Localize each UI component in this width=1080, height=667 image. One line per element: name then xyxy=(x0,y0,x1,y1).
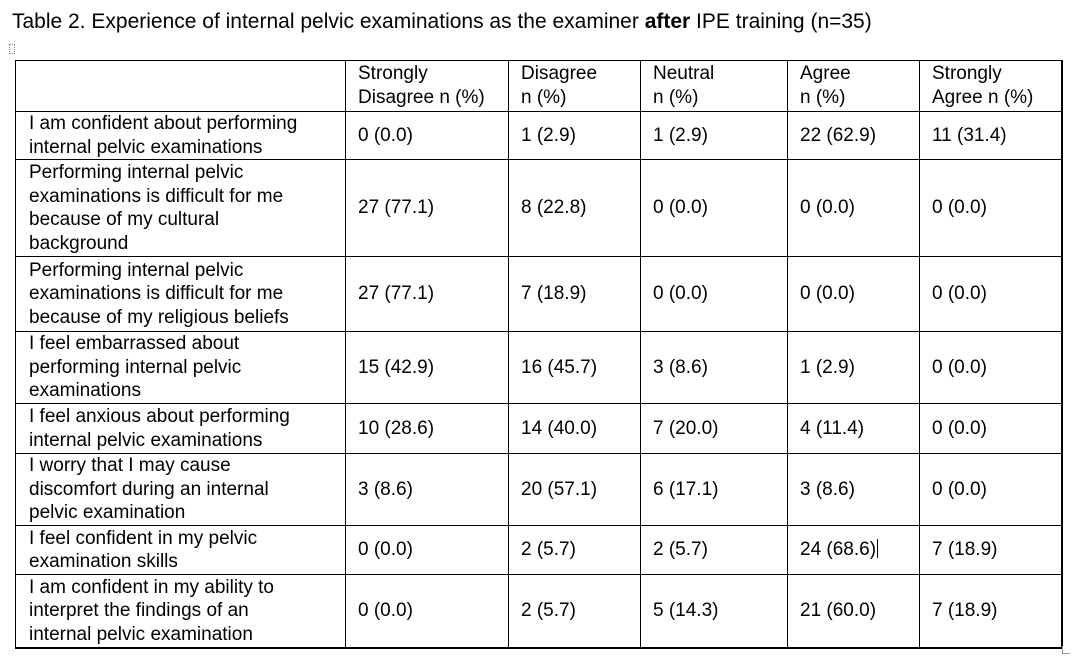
statement-cell[interactable]: I worry that I may cause discomfort durin… xyxy=(15,453,346,526)
table-row: I feel embarrassed about performing inter… xyxy=(15,331,1063,404)
value-cell[interactable]: 0 (0.0) xyxy=(919,256,1063,332)
value-cell[interactable]: 0 (0.0) xyxy=(640,256,788,332)
value-cell[interactable]: 0 (0.0) xyxy=(345,525,509,575)
statement-cell[interactable]: Performing internal pelvic examinations i… xyxy=(15,256,346,332)
value-cell[interactable]: 2 (5.7) xyxy=(508,574,641,649)
table-row: I am confident about performing internal … xyxy=(15,111,1063,160)
value-cell-with-text-cursor[interactable]: 24 (68.6) xyxy=(787,525,920,575)
table-row: I feel anxious about performing internal … xyxy=(15,403,1063,454)
statement-cell[interactable]: I feel anxious about performing internal … xyxy=(15,403,346,454)
value-cell[interactable]: 2 (5.7) xyxy=(640,525,788,575)
table-row: I feel confident in my pelvic examination… xyxy=(15,525,1063,575)
header-strongly-agree[interactable]: Strongly Agree n (%) xyxy=(919,60,1063,112)
header-corner-cell[interactable] xyxy=(15,60,346,112)
value-cell[interactable]: 7 (18.9) xyxy=(508,256,641,332)
value-cell[interactable]: 7 (18.9) xyxy=(919,525,1063,575)
value-cell[interactable]: 16 (45.7) xyxy=(508,331,641,404)
caption-emphasis: after xyxy=(644,10,691,33)
header-row: Strongly Disagree n (%) Disagree n (%) Neu… xyxy=(15,60,1063,112)
value-cell[interactable]: 2 (5.7) xyxy=(508,525,641,575)
value-cell[interactable]: 0 (0.0) xyxy=(919,159,1063,257)
value-cell[interactable]: 0 (0.0) xyxy=(787,159,920,257)
statement-cell[interactable]: I feel confident in my pelvic examination… xyxy=(15,525,346,575)
text-cursor-icon xyxy=(877,539,879,559)
value-cell[interactable]: 8 (22.8) xyxy=(508,159,641,257)
caption-suffix: IPE training (n=35) xyxy=(690,10,872,33)
value-cell[interactable]: 0 (0.0) xyxy=(919,453,1063,526)
value-cell[interactable]: 27 (77.1) xyxy=(345,159,509,257)
value-cell[interactable]: 0 (0.0) xyxy=(345,574,509,649)
caption-prefix: Table 2. Experience of internal pelvic e… xyxy=(12,10,645,33)
header-disagree[interactable]: Disagree n (%) xyxy=(508,60,641,112)
value-cell[interactable]: 0 (0.0) xyxy=(919,331,1063,404)
value-cell[interactable]: 0 (0.0) xyxy=(787,256,920,332)
value-cell[interactable]: 14 (40.0) xyxy=(508,403,641,454)
value-cell[interactable]: 21 (60.0) xyxy=(787,574,920,649)
table-caption: Table 2. Experience of internal pelvic e… xyxy=(12,8,872,36)
statement-cell[interactable]: I am confident about performing internal … xyxy=(15,111,346,160)
value-cell[interactable]: 4 (11.4) xyxy=(787,403,920,454)
value-cell[interactable]: 3 (8.6) xyxy=(787,453,920,526)
statement-cell[interactable]: I am confident in my ability to interpret… xyxy=(15,574,346,649)
results-table: Strongly Disagree n (%) Disagree n (%) Neu… xyxy=(15,60,1063,649)
value-cell[interactable]: 7 (20.0) xyxy=(640,403,788,454)
value-cell[interactable]: 5 (14.3) xyxy=(640,574,788,649)
value-cell[interactable]: 11 (31.4) xyxy=(919,111,1063,160)
value-cell[interactable]: 20 (57.1) xyxy=(508,453,641,526)
header-strongly-disagree[interactable]: Strongly Disagree n (%) xyxy=(345,60,509,112)
value-cell[interactable]: 0 (0.0) xyxy=(919,403,1063,454)
statement-cell[interactable]: I feel embarrassed about performing inter… xyxy=(15,331,346,404)
value-cell[interactable]: 3 (8.6) xyxy=(345,453,509,526)
table-row: Performing internal pelvic examinations i… xyxy=(15,256,1063,332)
value-cell[interactable]: 1 (2.9) xyxy=(508,111,641,160)
table-resize-handle-icon[interactable] xyxy=(1062,646,1070,654)
value-cell[interactable]: 10 (28.6) xyxy=(345,403,509,454)
value-cell[interactable]: 3 (8.6) xyxy=(640,331,788,404)
header-neutral[interactable]: Neutral n (%) xyxy=(640,60,788,112)
value-cell[interactable]: 6 (17.1) xyxy=(640,453,788,526)
value-cell[interactable]: 15 (42.9) xyxy=(345,331,509,404)
table-row: I am confident in my ability to interpret… xyxy=(15,574,1063,649)
value-cell[interactable]: 1 (2.9) xyxy=(787,331,920,404)
value-cell[interactable]: 0 (0.0) xyxy=(640,159,788,257)
header-agree[interactable]: Agree n (%) xyxy=(787,60,920,112)
value-cell[interactable]: 1 (2.9) xyxy=(640,111,788,160)
statement-cell[interactable]: Performing internal pelvic examinations i… xyxy=(15,159,346,257)
value-cell[interactable]: 27 (77.1) xyxy=(345,256,509,332)
value-cell[interactable]: 7 (18.9) xyxy=(919,574,1063,649)
table-row: I worry that I may cause discomfort durin… xyxy=(15,453,1063,526)
value-cell[interactable]: 22 (62.9) xyxy=(787,111,920,160)
table-move-handle-icon[interactable] xyxy=(9,44,15,54)
table-row: Performing internal pelvic examinations i… xyxy=(15,159,1063,257)
value-cell[interactable]: 0 (0.0) xyxy=(345,111,509,160)
